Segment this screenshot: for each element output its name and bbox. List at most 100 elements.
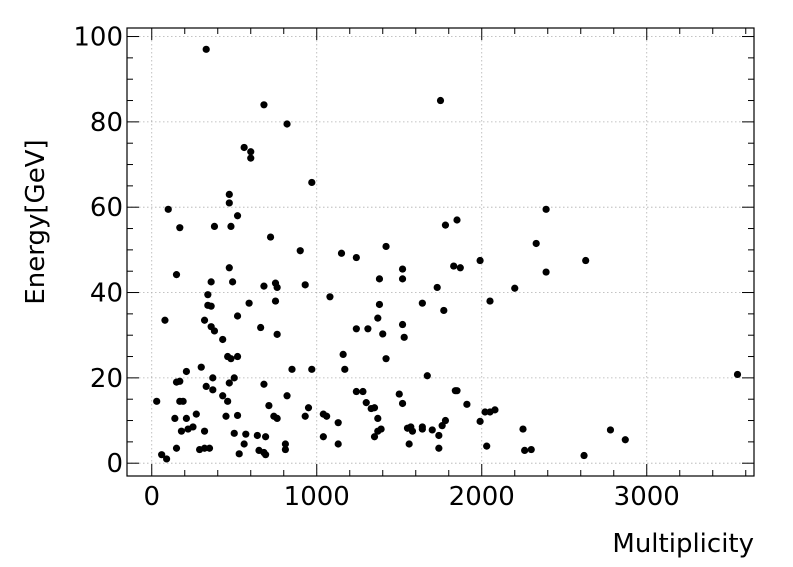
data-point (233, 312, 242, 320)
data-point (364, 325, 372, 333)
data-point (202, 45, 210, 53)
data-point (441, 221, 450, 229)
y-tick-label: 40 (90, 279, 123, 309)
data-point (283, 392, 291, 400)
data-point (225, 379, 233, 387)
data-point (271, 297, 280, 305)
data-point (172, 271, 181, 279)
data-point (352, 325, 360, 333)
data-point (453, 387, 461, 395)
data-point (207, 302, 215, 310)
data-point (433, 283, 441, 292)
data-point (542, 268, 550, 276)
data-point (158, 451, 166, 459)
data-point (527, 445, 535, 454)
data-point (440, 306, 448, 315)
data-point (382, 242, 390, 251)
data-point (374, 414, 382, 422)
data-point (197, 363, 205, 371)
data-point (230, 374, 238, 382)
data-point (189, 423, 197, 431)
data-point (308, 178, 316, 187)
data-point (323, 412, 331, 420)
data-point (200, 427, 209, 435)
data-point (281, 445, 289, 454)
data-point (370, 433, 379, 441)
data-point (260, 380, 268, 388)
data-point (209, 374, 217, 382)
data-point (374, 314, 382, 322)
data-point (521, 446, 529, 454)
data-point (182, 367, 190, 376)
data-point (240, 143, 248, 152)
data-point (171, 414, 179, 422)
data-point (233, 212, 242, 220)
data-point (202, 382, 210, 390)
data-point (441, 416, 450, 425)
data-point (266, 233, 275, 241)
data-point (398, 320, 407, 329)
data-point (367, 404, 375, 413)
data-point (301, 412, 309, 420)
data-point (235, 450, 243, 458)
data-point (456, 264, 464, 272)
data-point (481, 408, 489, 416)
data-point (247, 148, 255, 156)
data-point (418, 425, 426, 433)
data-point (200, 316, 209, 324)
data-point (260, 282, 268, 290)
data-point (398, 275, 407, 283)
data-point (408, 427, 417, 435)
data-point (219, 335, 227, 344)
data-point (224, 397, 232, 405)
data-point (398, 265, 407, 273)
data-point (233, 411, 242, 420)
data-point (486, 297, 494, 305)
data-point (352, 253, 360, 262)
data-point (192, 410, 200, 418)
data-point (176, 377, 184, 385)
data-point (334, 440, 342, 448)
data-point (362, 399, 370, 407)
data-point (375, 275, 384, 283)
data-point (341, 365, 349, 373)
data-point (245, 299, 253, 307)
data-point (273, 330, 281, 338)
data-point (519, 425, 527, 433)
x-tick-label: 3000 (614, 482, 680, 512)
data-point (418, 299, 426, 307)
data-point (476, 417, 484, 425)
data-point (450, 262, 458, 270)
data-point (225, 190, 233, 198)
data-point (405, 440, 413, 448)
data-point (222, 412, 230, 420)
data-point (296, 247, 304, 255)
data-point (227, 222, 235, 230)
data-point (436, 96, 445, 105)
data-point (428, 426, 436, 434)
data-point (177, 427, 186, 435)
data-point (227, 355, 235, 363)
data-point (359, 387, 367, 396)
data-point (304, 404, 313, 412)
y-tick-label: 80 (90, 108, 123, 138)
data-point (339, 350, 347, 358)
data-point (233, 352, 242, 361)
data-point (352, 387, 360, 396)
data-point (463, 400, 471, 408)
y-tick-label: 20 (90, 364, 123, 394)
data-point (161, 316, 169, 324)
data-point (219, 392, 227, 400)
data-point (621, 436, 629, 444)
data-point (288, 365, 296, 373)
data-point (334, 419, 342, 427)
x-tick-label: 2000 (449, 482, 515, 512)
data-point (337, 249, 346, 257)
data-point (375, 300, 384, 309)
data-point (308, 365, 316, 373)
data-point (301, 281, 309, 289)
data-point (398, 399, 407, 408)
data-point (257, 323, 265, 332)
data-point (606, 426, 615, 434)
x-tick-label: 0 (143, 482, 160, 512)
